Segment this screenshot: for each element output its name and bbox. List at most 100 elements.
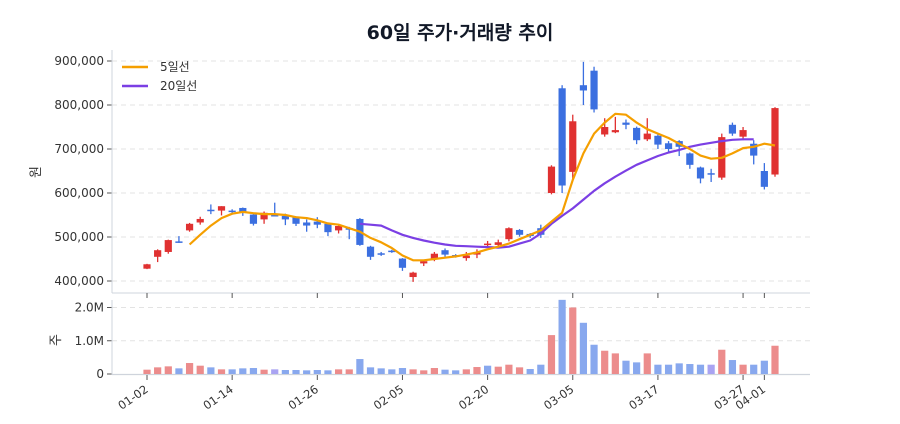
- candle: [462, 251, 470, 261]
- volume-bar: [484, 365, 492, 374]
- volume-bar: [175, 368, 183, 374]
- volume-bar: [526, 369, 534, 374]
- volume-bar: [622, 360, 630, 374]
- price-ytick-label: 900,000: [54, 54, 104, 68]
- candle: [441, 248, 449, 257]
- volume-bar: [228, 369, 236, 374]
- candle: [249, 214, 258, 226]
- xtick-label: 01-02: [115, 382, 150, 413]
- candle: [175, 236, 183, 243]
- volume-bar: [633, 362, 641, 374]
- candle: [154, 249, 162, 263]
- xtick-label: 03-05: [541, 382, 576, 413]
- candle: [558, 85, 566, 193]
- volume-bar: [281, 370, 289, 374]
- volume-bar: [675, 363, 683, 374]
- ma5-line: [188, 112, 776, 262]
- volume-bar: [771, 345, 779, 374]
- candle: [207, 204, 215, 215]
- volume-bar: [249, 368, 258, 374]
- volume-bar: [505, 364, 513, 374]
- volume-bar: [185, 363, 194, 374]
- xtick-label: 02-05: [371, 382, 406, 413]
- candle: [494, 239, 502, 247]
- candle: [771, 107, 779, 177]
- volume-bar: [601, 350, 609, 374]
- volume-ytick-label: 0: [96, 367, 104, 381]
- volume-bar: [324, 370, 332, 374]
- candle: [654, 133, 662, 149]
- volume-bar: [303, 370, 311, 374]
- candle: [696, 166, 705, 184]
- candle: [164, 239, 172, 254]
- candle: [143, 263, 151, 270]
- volume-bar: [537, 364, 545, 374]
- volume-bar: [558, 299, 566, 374]
- price-ytick-label: 700,000: [54, 142, 104, 156]
- volume-bar: [164, 366, 172, 374]
- volume-bar: [207, 367, 215, 374]
- price-panel: 400,000 500,000 600,000 700,000 800,000 900,0…: [29, 50, 810, 294]
- candle: [398, 258, 407, 271]
- volume-bar: [611, 353, 619, 374]
- volume-bar: [334, 369, 343, 374]
- candle: [217, 206, 226, 216]
- volume-bar: [750, 364, 758, 374]
- volume-bar: [547, 335, 556, 374]
- legend-ma5-label: 5일선: [160, 60, 190, 74]
- candle: [324, 222, 332, 237]
- candle: [611, 116, 619, 134]
- volume-bar: [420, 370, 428, 374]
- volume-bar: [515, 367, 524, 374]
- volume-bar: [462, 369, 470, 374]
- candle: [728, 122, 737, 136]
- volume-bar: [441, 369, 449, 374]
- volume-bar: [590, 344, 598, 374]
- candle: [505, 227, 513, 242]
- volume-bar: [260, 369, 268, 374]
- volume-bar: [579, 322, 588, 374]
- candle: [377, 251, 385, 256]
- candle: [313, 217, 321, 229]
- volume-bar: [356, 359, 364, 374]
- candle: [739, 127, 747, 141]
- volume-bar: [313, 370, 321, 374]
- xtick-label: 01-26: [286, 382, 321, 413]
- candle: [388, 249, 396, 253]
- volume-bar: [696, 364, 705, 374]
- volume-bar: [154, 367, 162, 374]
- volume-panel: 0 1.0M 2.0M 주: [49, 299, 810, 381]
- volume-bar: [654, 364, 662, 374]
- candle: [633, 126, 641, 145]
- volume-ytick-label: 1.0M: [75, 334, 104, 348]
- candle: [579, 61, 588, 105]
- candle: [686, 152, 694, 169]
- volume-bar: [430, 368, 438, 374]
- price-ytick-label: 600,000: [54, 186, 104, 200]
- volume-bar: [760, 360, 768, 374]
- xtick-label: 01-14: [200, 382, 235, 413]
- volume-bar: [664, 364, 673, 374]
- x-axis: 01-02 01-14 01-26 02-05 02-20 03-05 03-17 03-27…: [115, 293, 768, 413]
- volume-bar: [473, 367, 481, 374]
- volume-bar: [388, 369, 396, 374]
- xtick-label: 03-17: [626, 382, 661, 413]
- candle: [185, 222, 194, 232]
- volume-bar: [217, 369, 226, 374]
- volume-bar: [409, 369, 417, 374]
- xtick-label: 02-20: [456, 382, 491, 413]
- candle: [515, 229, 524, 237]
- volume-bar: [494, 366, 502, 374]
- price-ytick-label: 800,000: [54, 98, 104, 112]
- candle: [547, 165, 556, 195]
- volume-bar: [292, 370, 300, 374]
- volume-bar: [643, 353, 651, 374]
- volume-ylabel: 주: [49, 334, 64, 346]
- volume-bar: [345, 369, 353, 374]
- volume-ytick-label: 2.0M: [75, 301, 104, 315]
- candle: [760, 163, 768, 190]
- candle: [334, 225, 343, 234]
- candle: [664, 141, 673, 154]
